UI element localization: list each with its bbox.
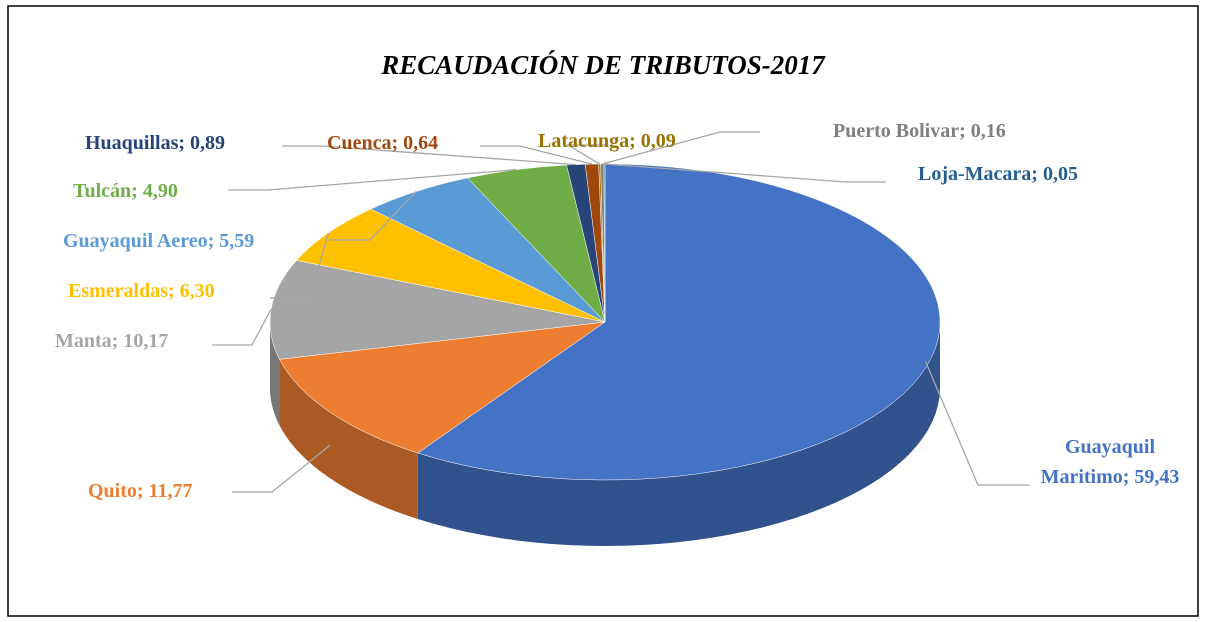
slice-side bbox=[417, 322, 941, 546]
leader-line bbox=[232, 444, 331, 493]
leader-line bbox=[270, 232, 329, 299]
data-label: Cuenca; 0,64 bbox=[327, 132, 439, 154]
data-label: Guayaquil Aereo; 5,59 bbox=[63, 230, 255, 252]
leader-line bbox=[228, 169, 517, 191]
slice bbox=[417, 163, 941, 481]
data-label: Huaquillas; 0,89 bbox=[85, 132, 226, 154]
leader-line bbox=[602, 131, 760, 165]
slice-side bbox=[279, 359, 418, 520]
chart-title: RECAUDACIÓN DE TRIBUTOS-2017 bbox=[381, 50, 825, 80]
data-label: Loja-Macara; 0,05 bbox=[918, 163, 1078, 185]
leader-line bbox=[604, 163, 886, 183]
leader-line bbox=[282, 145, 576, 166]
slice-side bbox=[270, 322, 280, 426]
leader-line bbox=[212, 308, 272, 346]
leader-line bbox=[565, 144, 608, 165]
data-label: Guayaquil Maritimo; 59,43 bbox=[1040, 436, 1180, 488]
leader-line bbox=[330, 191, 417, 241]
data-label: Esmeraldas; 6,30 bbox=[68, 280, 215, 302]
data-label: Quito; 11,77 bbox=[88, 480, 193, 502]
data-label: Puerto Bolivar; 0,16 bbox=[833, 120, 1006, 142]
data-label: Tulcán; 4,90 bbox=[73, 180, 178, 202]
data-label: Latacunga; 0,09 bbox=[538, 130, 676, 152]
data-label: Manta; 10,17 bbox=[55, 330, 169, 352]
slice bbox=[279, 321, 606, 454]
leader-line bbox=[924, 360, 1030, 486]
leader-line bbox=[480, 145, 593, 165]
slice bbox=[269, 260, 606, 360]
